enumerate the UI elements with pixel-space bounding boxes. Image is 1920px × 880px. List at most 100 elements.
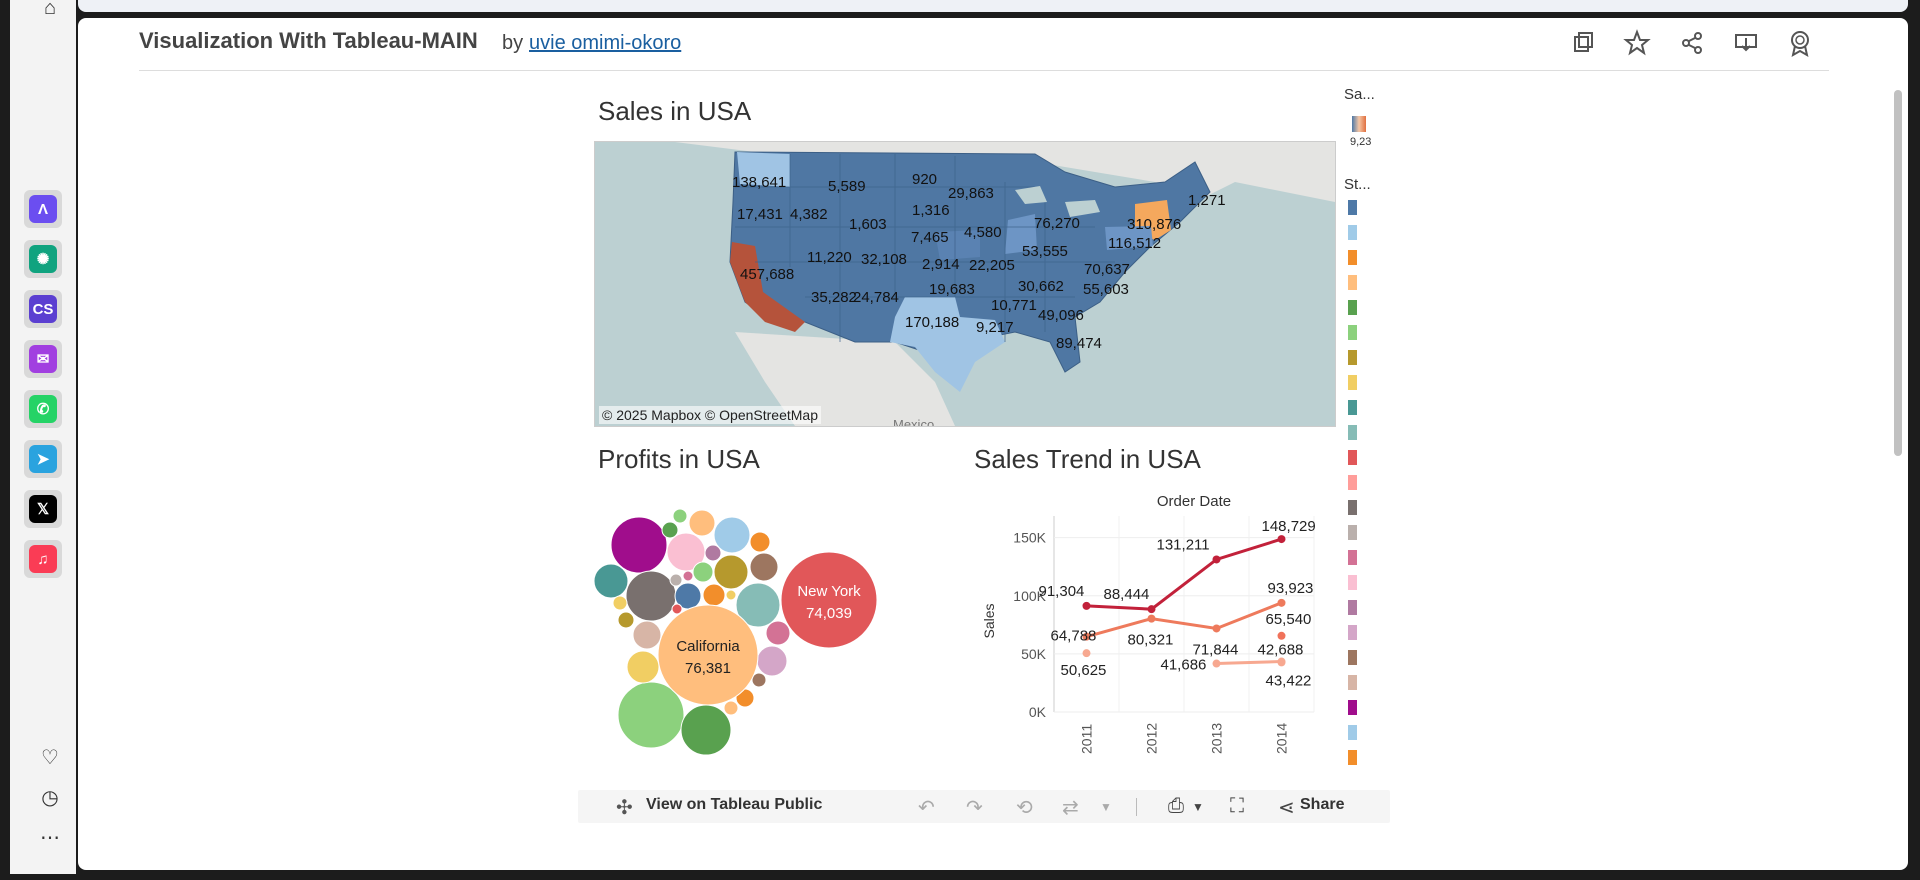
page-title: Visualization With Tableau-MAIN bbox=[139, 28, 478, 53]
fullscreen-icon[interactable]: ⛶ bbox=[1230, 795, 1244, 817]
view-on-tableau-link[interactable]: View on Tableau Public bbox=[646, 796, 823, 813]
map-state-label: 10,771 bbox=[991, 297, 1037, 314]
legend-swatch[interactable] bbox=[1348, 200, 1357, 215]
trend-data-label: 131,211 bbox=[1157, 536, 1210, 553]
legend-swatch[interactable] bbox=[1348, 700, 1357, 715]
bookmark-icon[interactable]: ⌂ bbox=[43, 0, 57, 19]
x-tick-label: 2014 bbox=[1274, 723, 1290, 754]
y-tick-label: 0K bbox=[1029, 704, 1047, 720]
scrollbar[interactable] bbox=[1894, 90, 1902, 456]
trend-point[interactable] bbox=[1147, 614, 1156, 623]
map-state-label: 4,382 bbox=[790, 206, 828, 223]
author-link[interactable]: uvie omimi-okoro bbox=[529, 32, 682, 54]
legend-swatch[interactable] bbox=[1348, 225, 1357, 240]
x-tick-label: 2012 bbox=[1144, 723, 1160, 754]
history-icon[interactable]: ◷ bbox=[41, 787, 59, 809]
legend-swatch[interactable] bbox=[1348, 500, 1357, 515]
trend-point[interactable] bbox=[1277, 598, 1286, 607]
share-toolbar-icon[interactable]: ⋖ bbox=[1278, 797, 1295, 819]
legend-swatch[interactable] bbox=[1348, 425, 1357, 440]
header-divider bbox=[139, 70, 1829, 71]
legend-swatch[interactable] bbox=[1348, 250, 1357, 265]
heart-icon[interactable]: ♡ bbox=[41, 747, 59, 769]
trend-data-label: 41,686 bbox=[1161, 657, 1207, 674]
legend-swatch[interactable] bbox=[1348, 750, 1357, 765]
music-app-glyph: ♫ bbox=[29, 545, 57, 573]
trend-point[interactable] bbox=[1212, 624, 1221, 633]
legend-swatch[interactable] bbox=[1348, 375, 1357, 390]
legend-swatch[interactable] bbox=[1348, 400, 1357, 415]
legend-swatch[interactable] bbox=[1348, 525, 1357, 540]
map-state-label: 1,603 bbox=[849, 216, 887, 233]
legend-swatch[interactable] bbox=[1348, 600, 1357, 615]
messenger-app-icon[interactable]: ✉ bbox=[24, 340, 62, 378]
top-strip bbox=[78, 0, 1908, 12]
trend-point[interactable] bbox=[1212, 555, 1221, 564]
sales-trend-chart: Order Date Sales 150K 100K 50K 0K 2011 2012 20… bbox=[981, 493, 1316, 754]
map-state-label: 138,641 bbox=[732, 174, 787, 191]
trend-point[interactable] bbox=[1277, 631, 1286, 640]
refresh-icon[interactable]: ⇄ bbox=[1062, 797, 1079, 819]
trend-point[interactable] bbox=[1082, 632, 1091, 641]
legend-swatch[interactable] bbox=[1348, 300, 1357, 315]
map-state-label: 35,282 bbox=[811, 289, 857, 306]
map-credit: © 2025 Mapbox © OpenStreetMap bbox=[599, 406, 821, 424]
sales-map[interactable]: 138,641 5,589 920 29,863 1,271 17,431 4,382 1,3… bbox=[594, 141, 1336, 427]
map-state-label: 457,688 bbox=[740, 266, 795, 283]
redo-icon[interactable]: ↷ bbox=[966, 797, 983, 819]
trend-series-line[interactable] bbox=[1086, 537, 1282, 611]
download-dropdown-icon[interactable]: ▼ bbox=[1192, 800, 1204, 814]
chatgpt-app-icon[interactable]: ✺ bbox=[24, 240, 62, 278]
map-state-label: 310,876 bbox=[1127, 216, 1182, 233]
tableau-icon[interactable]: ✣ bbox=[616, 797, 633, 819]
revert-icon[interactable]: ⟲ bbox=[1016, 797, 1033, 819]
copy-icon[interactable] bbox=[1568, 28, 1598, 58]
legend-swatch[interactable] bbox=[1348, 350, 1357, 365]
share-button[interactable]: Share bbox=[1300, 796, 1345, 813]
trend-series-line[interactable] bbox=[1216, 660, 1282, 666]
map-state-label: 53,555 bbox=[1022, 243, 1068, 260]
legend-swatch[interactable] bbox=[1348, 550, 1357, 565]
x-app-icon[interactable]: 𝕏 bbox=[24, 490, 62, 528]
legend-swatch[interactable] bbox=[1348, 450, 1357, 465]
trend-point[interactable] bbox=[1147, 605, 1156, 614]
legend-swatch[interactable] bbox=[1348, 325, 1357, 340]
legend-swatch[interactable] bbox=[1348, 575, 1357, 590]
trend-point[interactable] bbox=[1212, 659, 1221, 668]
legend-swatch[interactable] bbox=[1348, 275, 1357, 290]
badge-icon[interactable] bbox=[1785, 28, 1815, 58]
legend-swatch[interactable] bbox=[1348, 725, 1357, 740]
trend-point[interactable] bbox=[1277, 658, 1286, 667]
profits-title: Profits in USA bbox=[598, 444, 760, 474]
y-tick-label: 100K bbox=[1013, 588, 1046, 604]
tableau-toolbar: ✣ View on Tableau Public ↶ ↷ ⟲ ⇄ ▼ ⎙ ▼ ⛶… bbox=[578, 790, 1390, 823]
map-state-label: 89,474 bbox=[1056, 335, 1102, 352]
arc-app-icon[interactable]: Λ bbox=[24, 190, 62, 228]
trend-point[interactable] bbox=[1082, 601, 1091, 610]
legend-swatch[interactable] bbox=[1348, 475, 1357, 490]
refresh-dropdown-icon[interactable]: ▼ bbox=[1100, 800, 1112, 814]
map-state-label: 30,662 bbox=[1018, 278, 1064, 295]
download-icon[interactable]: ⎙ bbox=[1168, 795, 1184, 817]
messenger-app-glyph: ✉ bbox=[29, 345, 57, 373]
legend-swatch[interactable] bbox=[1348, 650, 1357, 665]
trend-series-line[interactable] bbox=[1086, 601, 1283, 639]
legend-swatch[interactable] bbox=[1348, 625, 1357, 640]
trend-point[interactable] bbox=[1277, 535, 1286, 544]
download-icon[interactable] bbox=[1731, 28, 1761, 58]
trend-point[interactable] bbox=[1082, 649, 1091, 658]
whatsapp-app-icon[interactable]: ✆ bbox=[24, 390, 62, 428]
share-icon[interactable] bbox=[1677, 28, 1707, 58]
trend-data-label: 43,422 bbox=[1266, 673, 1312, 690]
star-icon[interactable] bbox=[1622, 28, 1652, 58]
y-tick-label: 50K bbox=[1021, 646, 1047, 662]
music-app-icon[interactable]: ♫ bbox=[24, 540, 62, 578]
app-sidebar: ⌂ Λ ✺ CS ✉ ✆ ➤ 𝕏 ♫ ♡ ◷ ⋯ bbox=[10, 0, 76, 874]
cs-app-icon[interactable]: CS bbox=[24, 290, 62, 328]
telegram-app-icon[interactable]: ➤ bbox=[24, 440, 62, 478]
more-icon[interactable]: ⋯ bbox=[40, 827, 60, 849]
undo-icon[interactable]: ↶ bbox=[918, 797, 935, 819]
legend-sales-value: 9,23 bbox=[1350, 136, 1372, 148]
map-state-label: 5,589 bbox=[828, 178, 866, 195]
legend-swatch[interactable] bbox=[1348, 675, 1357, 690]
